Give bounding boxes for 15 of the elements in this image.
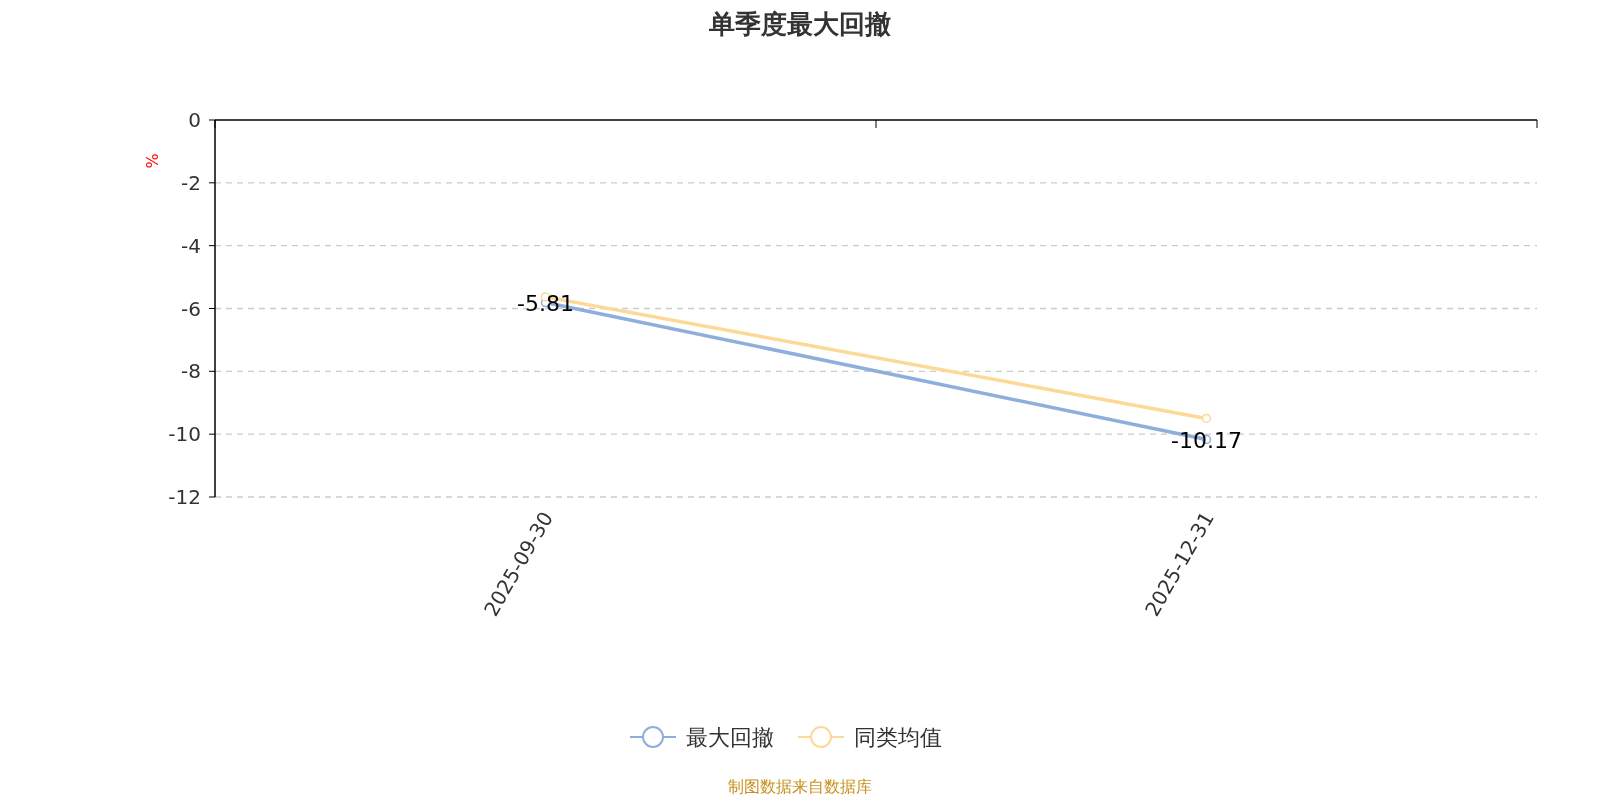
y-tick-label: -12 <box>168 485 201 509</box>
legend-label: 同类均值 <box>854 725 942 750</box>
y-tick-label: -8 <box>181 359 201 384</box>
data-label: -5.81 <box>517 290 574 316</box>
text: 制图数据来自数据库 <box>728 777 872 796</box>
y-tick-label: -6 <box>181 296 201 321</box>
y-tick-label: -4 <box>181 233 201 258</box>
y-tick-label: 0 <box>188 108 201 132</box>
y-tick-label: -10 <box>168 422 201 447</box>
chart-title: 单季度最大回撤 <box>708 9 891 39</box>
point <box>1201 413 1212 424</box>
y-tick-label: -2 <box>181 170 201 195</box>
legend-label: 最大回撤 <box>686 725 774 750</box>
data-label: -10.17 <box>1171 427 1242 453</box>
y-axis-title: % <box>143 153 162 169</box>
